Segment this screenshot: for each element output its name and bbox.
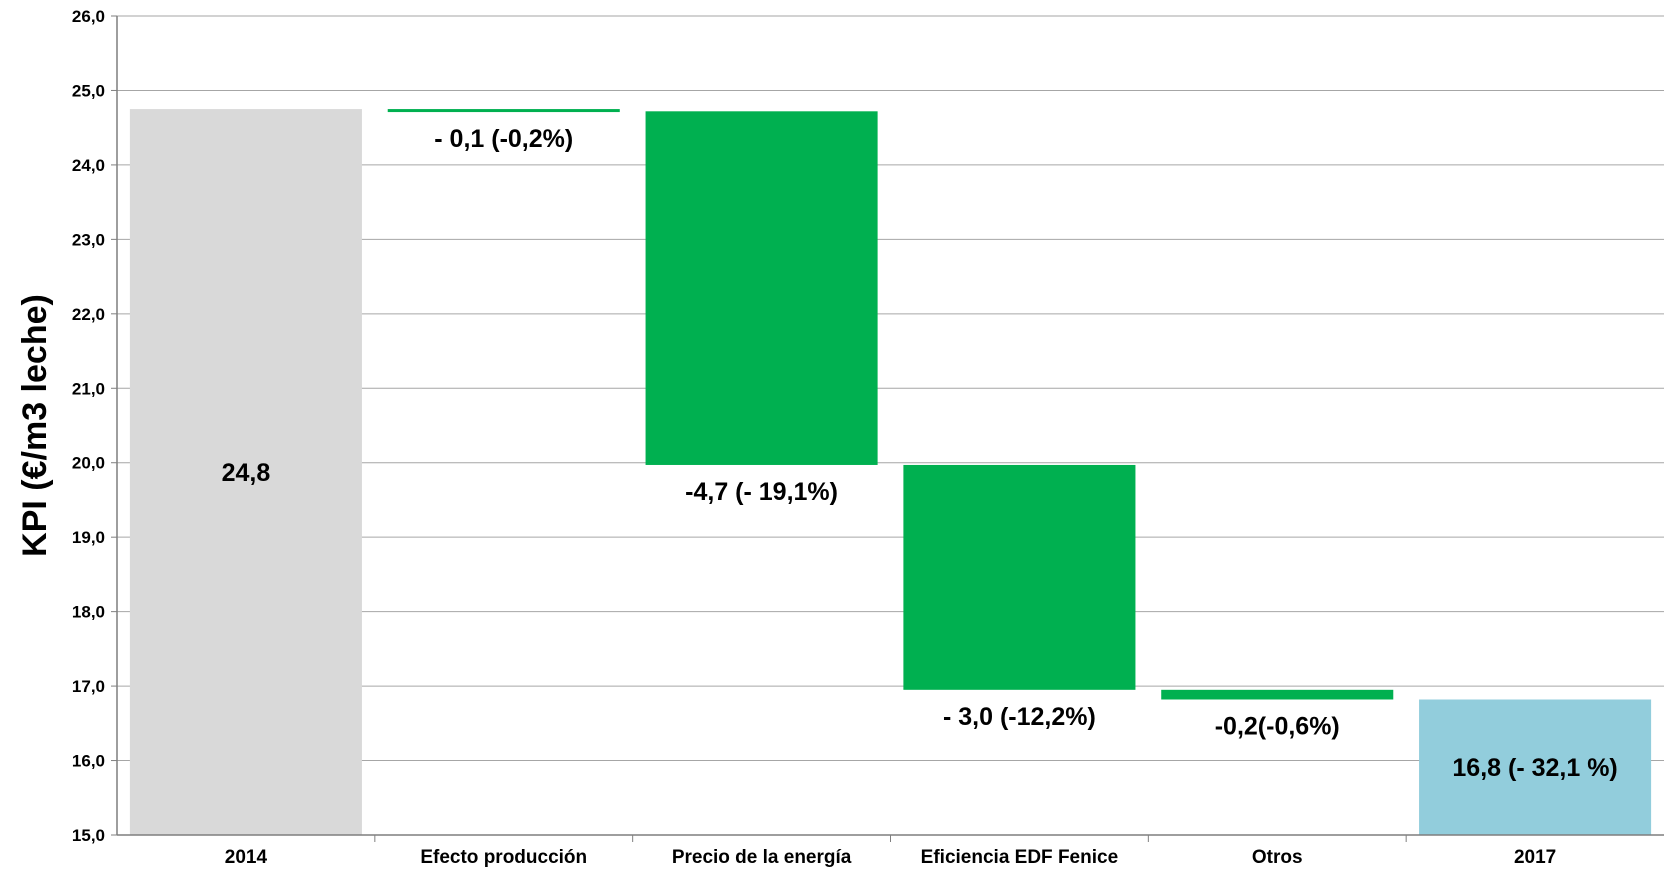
data-label-5: -0,2(-0,6%) xyxy=(1215,712,1340,740)
category-label-2: Efecto producción xyxy=(420,847,587,868)
y-tick-label: 21,0 xyxy=(72,379,105,398)
data-label-2: - 0,1 (-0,2%) xyxy=(434,125,573,153)
y-tick-label: 23,0 xyxy=(72,230,105,249)
data-label-4: - 3,0 (-12,2%) xyxy=(943,703,1096,731)
y-tick-label: 15,0 xyxy=(72,826,105,845)
category-label-3: Precio de la energía xyxy=(672,847,852,868)
bar-2 xyxy=(387,109,620,113)
y-tick-label: 18,0 xyxy=(72,603,105,622)
bar-5 xyxy=(1161,689,1394,700)
category-label-1: 2014 xyxy=(225,847,268,868)
bar-6 xyxy=(1419,699,1652,835)
data-label-3: -4,7 (- 19,1%) xyxy=(685,478,838,506)
y-tick-labels: 15,0 16,0 17,0 18,0 19,0 20,0 21,0 22,0 23,0 24,0… xyxy=(72,7,105,845)
data-label-6: 16,8 (- 32,1 %) xyxy=(1452,754,1617,782)
y-axis-title: KPI (€/m3 leche) xyxy=(16,294,54,557)
y-tick-label: 20,0 xyxy=(72,454,105,473)
axes xyxy=(116,16,1664,842)
y-tick-label: 16,0 xyxy=(72,752,105,771)
y-tick-label: 19,0 xyxy=(72,528,105,547)
data-label-1: 24,8 xyxy=(222,459,271,487)
y-tick-label: 24,0 xyxy=(72,156,105,175)
bar-1 xyxy=(129,109,362,836)
y-tick-label: 17,0 xyxy=(72,677,105,696)
y-tick-label: 26,0 xyxy=(72,7,105,26)
data-labels: 24,8 - 0,1 (-0,2%) -4,7 (- 19,1%) - 3,0 (-1… xyxy=(222,125,1618,782)
gridlines xyxy=(111,15,1664,836)
category-label-6: 2017 xyxy=(1514,847,1556,868)
category-label-4: Eficiencia EDF Fenice xyxy=(921,847,1118,868)
y-tick-label: 25,0 xyxy=(72,81,105,100)
category-label-5: Otros xyxy=(1252,847,1303,868)
category-labels: 2014 Efecto producción Precio de la energí… xyxy=(225,847,1556,868)
bars xyxy=(129,109,1652,836)
bar-3 xyxy=(645,111,878,465)
y-tick-label: 22,0 xyxy=(72,305,105,324)
bar-4 xyxy=(903,464,1136,690)
